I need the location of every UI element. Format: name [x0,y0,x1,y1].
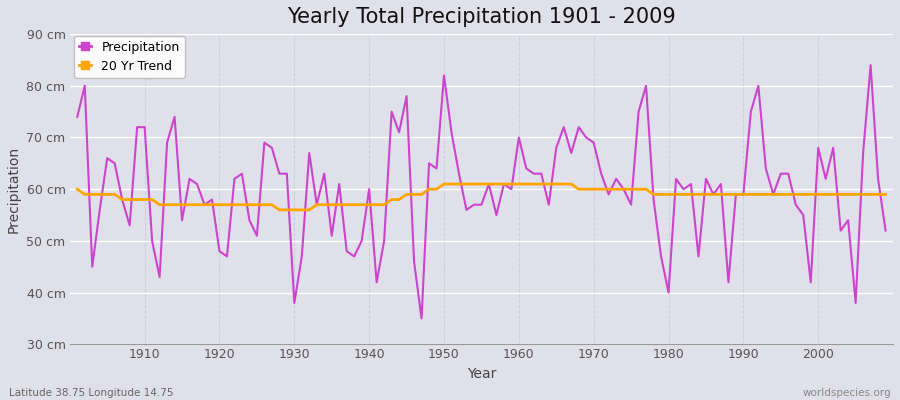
Text: Latitude 38.75 Longitude 14.75: Latitude 38.75 Longitude 14.75 [9,388,174,398]
Text: worldspecies.org: worldspecies.org [803,388,891,398]
X-axis label: Year: Year [467,367,496,381]
Y-axis label: Precipitation: Precipitation [7,146,21,233]
Title: Yearly Total Precipitation 1901 - 2009: Yearly Total Precipitation 1901 - 2009 [287,7,676,27]
Legend: Precipitation, 20 Yr Trend: Precipitation, 20 Yr Trend [74,36,184,78]
